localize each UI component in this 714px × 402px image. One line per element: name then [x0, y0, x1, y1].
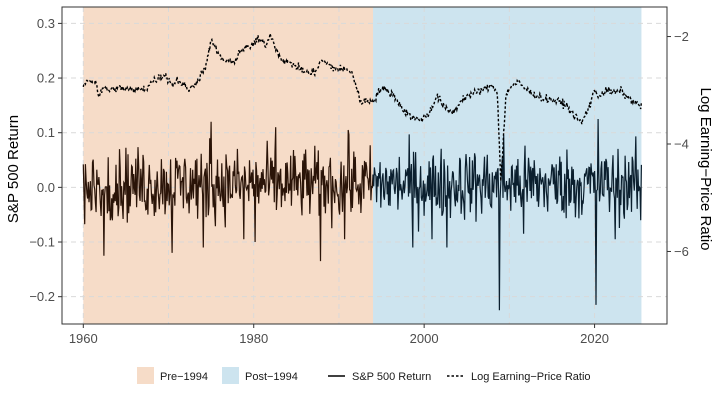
- legend-key-pre-1994: [137, 367, 154, 384]
- legend: Pre−1994 Post−1994 S&P 500 Return Log Ea…: [137, 367, 591, 384]
- y-tick-label: 0.1: [37, 125, 55, 140]
- y-tick-label: 0.3: [37, 16, 55, 31]
- y-axis-title: S&P 500 Return: [5, 115, 22, 223]
- x-tick-label: 1960: [69, 331, 98, 346]
- x-tick-label: 1980: [239, 331, 268, 346]
- y2-tick-label: −2: [674, 29, 689, 44]
- y-tick-label: 0.2: [37, 71, 55, 86]
- log-ep-ratio-line: [82, 33, 643, 182]
- legend-label-ep-ratio: Log Earning−Price Ratio: [471, 371, 591, 383]
- x-tick-label: 2000: [410, 331, 439, 346]
- legend-label-pre-1994: Pre−1994: [160, 371, 208, 383]
- y2-tick-label: −6: [674, 244, 689, 259]
- y-tick-label: −0.2: [29, 289, 55, 304]
- y2-axis-title: Log Earning−Price Ratio: [697, 87, 714, 250]
- x-tick-label: 2020: [580, 331, 609, 346]
- panel-border: [61, 6, 668, 325]
- axes: −0.2 −0.1 0.0 0.1 0.2 0.3 −2 −4 −6 1960 1980 2000 20…: [29, 16, 689, 346]
- return-line-pre-1994: [82, 121, 374, 262]
- series-layer: [82, 33, 643, 311]
- grid-lines: [62, 7, 667, 324]
- legend-label-return: S&P 500 Return: [352, 371, 431, 383]
- y-tick-label: 0.0: [37, 180, 55, 195]
- legend-key-post-1994: [222, 367, 239, 384]
- legend-label-post-1994: Post−1994: [245, 371, 298, 383]
- return-line-post-1994: [372, 118, 642, 311]
- y2-tick-label: −4: [674, 137, 689, 152]
- y-tick-label: −0.1: [29, 235, 55, 250]
